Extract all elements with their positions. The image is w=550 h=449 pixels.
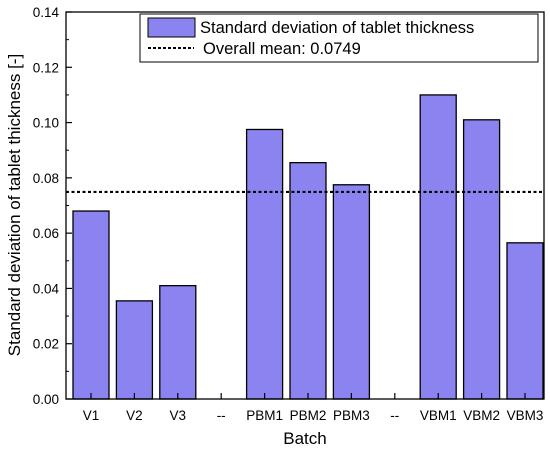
x-tick-label: -- bbox=[390, 408, 399, 423]
legend-box bbox=[139, 13, 539, 63]
bar-vbm2 bbox=[462, 119, 501, 400]
bar-pbm2 bbox=[289, 161, 327, 400]
x-axis-title: Batch bbox=[283, 429, 326, 448]
bar-vbm3 bbox=[506, 242, 544, 400]
y-tick-label: 0.02 bbox=[33, 337, 59, 352]
y-tick-label: 0.00 bbox=[33, 392, 59, 407]
x-tick-label: V1 bbox=[83, 408, 100, 423]
x-axis: V1 V2 V3 -- PBM1 PBM2 PBM3 -- VBM1 VBM2 VBM3 bbox=[83, 393, 544, 423]
legend: Standard deviation of tablet thickness O… bbox=[139, 13, 539, 63]
x-tick-label: -- bbox=[217, 408, 226, 423]
legend-swatch-bar bbox=[147, 17, 196, 38]
x-tick-label: PBM2 bbox=[290, 408, 327, 423]
bars-layer bbox=[72, 94, 544, 400]
x-tick-label: PBM3 bbox=[333, 408, 370, 423]
y-tick-label: 0.12 bbox=[33, 60, 59, 75]
y-axis-title: Standard deviation of tablet thickness [… bbox=[5, 54, 24, 356]
y-tick-label: 0.14 bbox=[33, 5, 60, 20]
x-tick-label: PBM1 bbox=[246, 408, 283, 423]
y-tick-label: 0.04 bbox=[33, 281, 60, 296]
y-tick-label: 0.08 bbox=[33, 171, 59, 186]
bar-pbm1 bbox=[245, 128, 284, 400]
x-tick-label: VBM2 bbox=[463, 408, 500, 423]
x-tick-label: V3 bbox=[170, 408, 187, 423]
x-tick-label: V2 bbox=[126, 408, 143, 423]
x-tick-label: VBM1 bbox=[420, 408, 457, 423]
y-tick-label: 0.10 bbox=[33, 116, 59, 131]
bar-vbm1 bbox=[419, 94, 457, 400]
x-tick-label: VBM3 bbox=[507, 408, 544, 423]
bar-v2 bbox=[115, 300, 154, 400]
bar-v3 bbox=[159, 285, 197, 400]
y-axis: 0.00 0.02 0.04 0.06 0.08 0.10 0.12 0.14 bbox=[33, 5, 72, 407]
y-tick-label: 0.06 bbox=[33, 226, 59, 241]
legend-label-series: Standard deviation of tablet thickness bbox=[200, 19, 474, 37]
bar-v1 bbox=[72, 210, 110, 400]
bar-pbm3 bbox=[332, 184, 371, 400]
legend-label-mean: Overall mean: 0.0749 bbox=[203, 40, 361, 58]
